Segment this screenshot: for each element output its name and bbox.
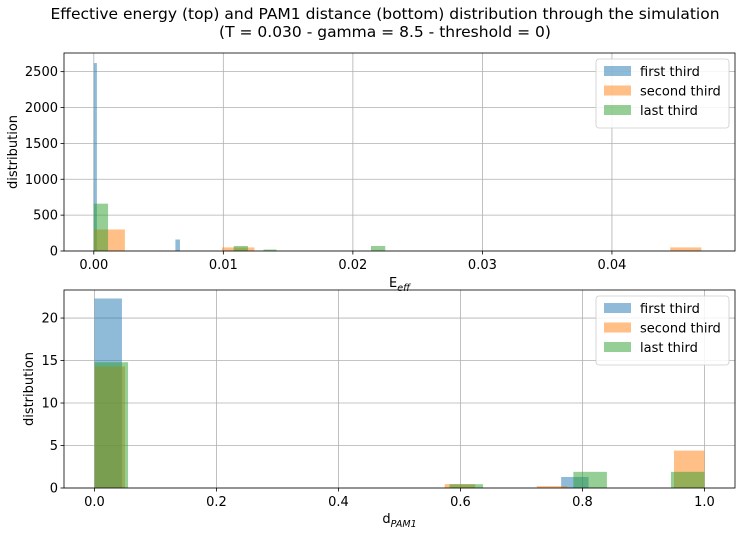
y-tick-label: 1000 — [25, 173, 58, 188]
x-tick-label: 1.0 — [694, 495, 715, 510]
figure-title-line1: Effective energy (top) and PAM1 distance… — [50, 5, 719, 23]
pam1-distance-histogram-panel: 0.0 0.2 0.4 0.6 0.8 1.0 0 5 10 15 20 dPAM1 distribut… — [22, 289, 736, 530]
x-tick-label: 0.8 — [572, 495, 593, 510]
histogram-bar-second-third — [670, 247, 702, 251]
legend-swatch-second-third — [604, 85, 631, 96]
x-tick-label: 0.02 — [338, 258, 367, 273]
histogram-bar-last-third — [371, 245, 386, 251]
y-tick-label: 15 — [41, 354, 58, 369]
x-tick-label: 0.04 — [597, 258, 626, 273]
legend: first third second third last third — [595, 295, 730, 366]
y-axis-label: distribution — [22, 352, 37, 426]
histogram-bar-last-third — [263, 249, 277, 251]
y-tick-label: 500 — [33, 209, 58, 224]
y-tick-label: 0 — [50, 482, 58, 497]
figure-title-line2: (T = 0.030 - gamma = 8.5 - threshold = 0… — [219, 23, 551, 41]
legend-swatch-second-third — [604, 322, 631, 333]
legend-swatch-last-third — [604, 105, 631, 115]
y-tick-label: 0 — [50, 245, 58, 260]
x-tick-label: 0.03 — [468, 258, 497, 273]
legend-label-second-third: second third — [640, 322, 721, 337]
legend-swatch-first-third — [604, 303, 631, 313]
x-axis-label: Eeff — [389, 276, 411, 294]
histogram-bar-last-third — [233, 245, 248, 251]
x-axis-label: dPAM1 — [382, 512, 416, 530]
x-tick-label: 0.2 — [206, 495, 227, 510]
axes-frame — [63, 52, 736, 252]
energy-histogram-panel: 0.00 0.01 0.02 0.03 0.04 0 500 1000 1500 2000 2500… — [6, 52, 736, 294]
legend-label-last-third: last third — [640, 341, 698, 356]
histogram-bar-last-third — [94, 362, 129, 488]
histogram-bar-first-third — [93, 63, 97, 251]
histogram-bar-last-third — [670, 471, 705, 488]
y-tick-label: 5 — [50, 439, 58, 454]
legend-swatch-last-third — [604, 342, 631, 352]
y-tick-label: 1500 — [25, 137, 58, 152]
histogram-bar-second-third — [536, 486, 568, 488]
y-axis-label: distribution — [6, 115, 21, 189]
axes-frame — [63, 289, 736, 489]
x-tick-label: 0.4 — [328, 495, 349, 510]
histogram-bar-last-third — [93, 203, 109, 251]
legend-label-second-third: second third — [640, 85, 721, 100]
legend-label-first-third: first third — [640, 302, 700, 317]
x-tick-label: 0.6 — [450, 495, 471, 510]
y-tick-label: 20 — [41, 312, 58, 327]
histogram-bar-last-third — [449, 484, 484, 488]
y-tick-label: 2500 — [25, 65, 58, 80]
x-tick-label: 0.0 — [84, 495, 105, 510]
legend-label-last-third: last third — [640, 104, 698, 119]
legend: first third second third last third — [595, 58, 730, 129]
legend-label-first-third: first third — [640, 65, 700, 80]
y-tick-label: 10 — [41, 397, 58, 412]
legend-swatch-first-third — [604, 66, 631, 76]
y-tick-label: 2000 — [25, 101, 58, 116]
histogram-bar-first-third — [175, 239, 180, 251]
x-tick-label: 0.00 — [79, 258, 108, 273]
histogram-bar-last-third — [573, 471, 607, 488]
x-tick-label: 0.01 — [209, 258, 238, 273]
